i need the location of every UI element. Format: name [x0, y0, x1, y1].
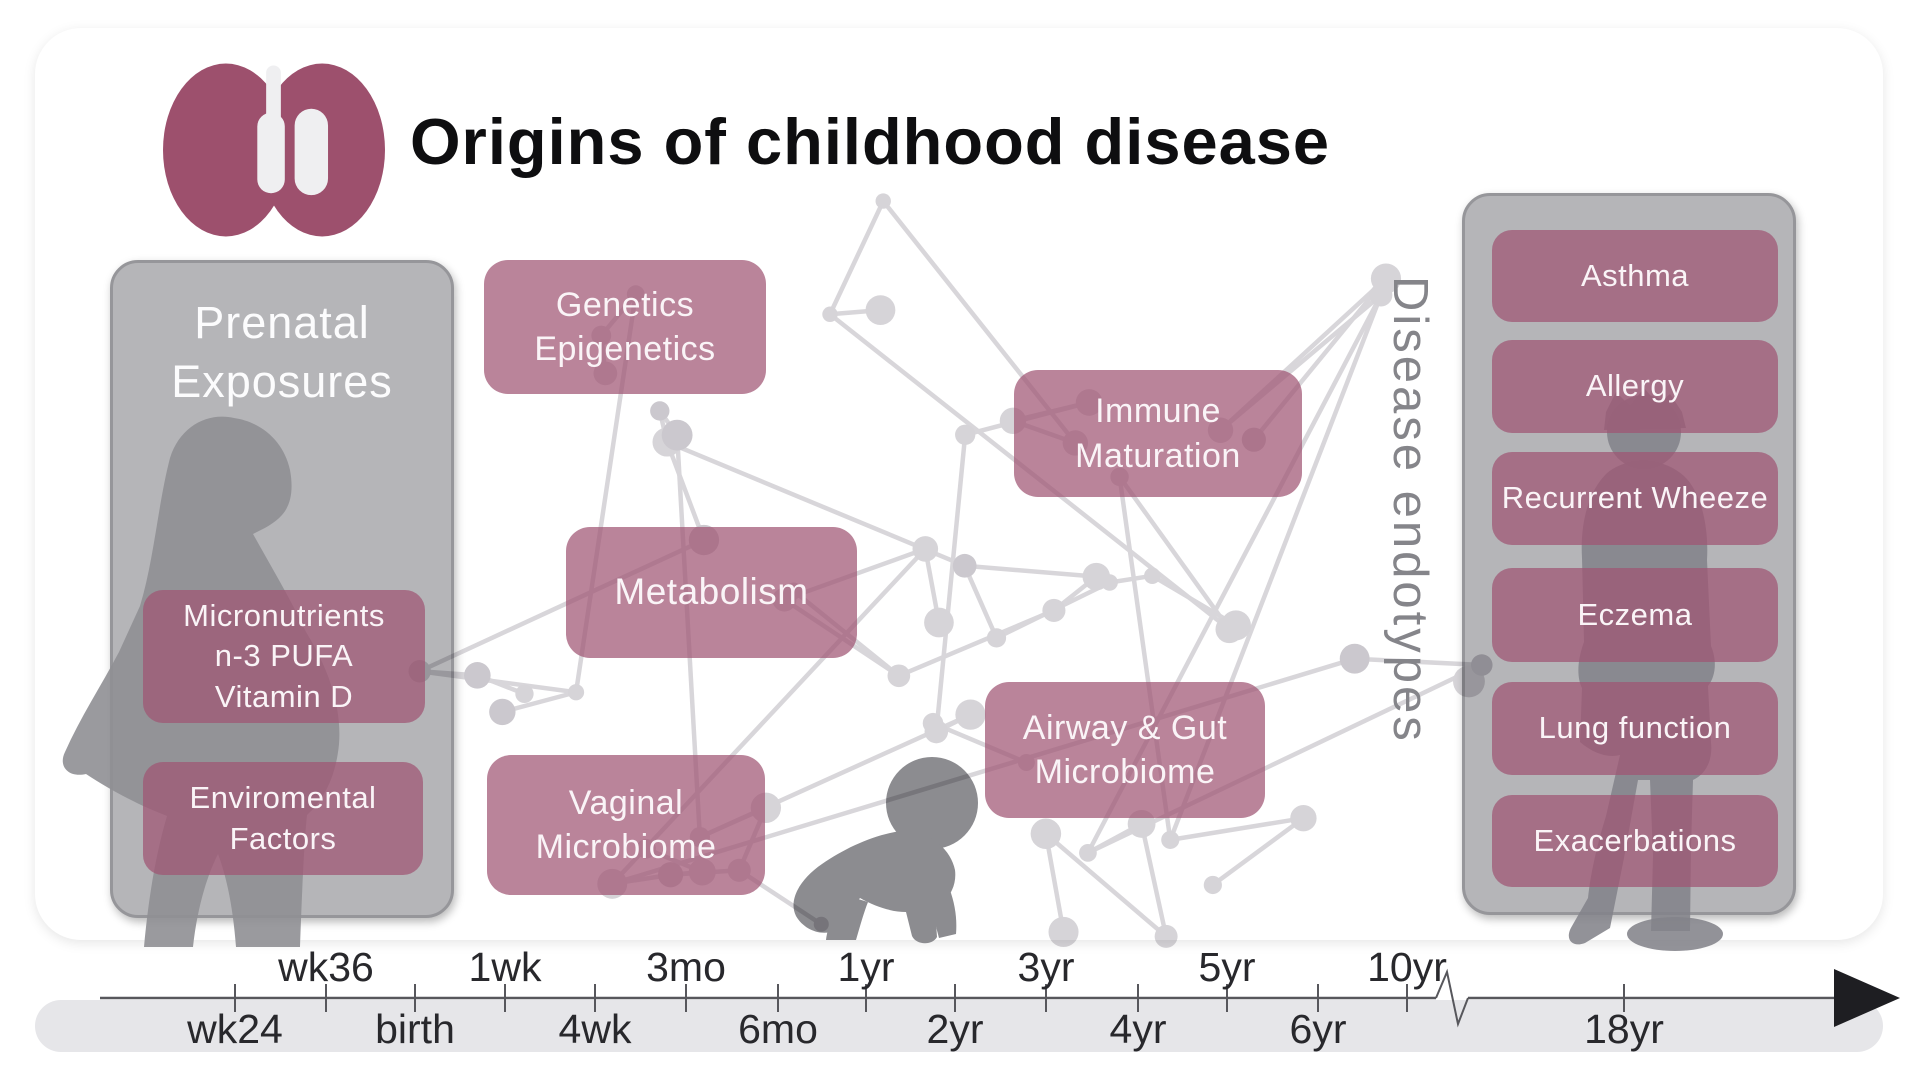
timeline-label: 6yr	[1289, 1006, 1347, 1052]
factor-box-metabolism: Metabolism	[566, 527, 857, 658]
box-line: Allergy	[1585, 368, 1685, 404]
factor-box-airway-gut-microbiome: Airway & Gut Microbiome	[985, 682, 1265, 818]
timeline-label: 6mo	[738, 1006, 818, 1052]
box-line: Microbiome	[1034, 753, 1216, 791]
factor-box-vaginal-microbiome: Vaginal Microbiome	[487, 755, 765, 895]
box-line: Asthma	[1580, 257, 1690, 293]
box-line: Metabolism	[614, 571, 809, 613]
box-line: Enviromental	[189, 780, 377, 816]
factor-box-enviromental-factors: Enviromental Factors	[143, 762, 423, 875]
factor-box-genetics-epigenetics: Genetics Epigenetics	[484, 260, 766, 394]
disease-endotypes-axis-label: Disease endotypes	[1383, 276, 1437, 744]
endotype-box-eczema: Eczema	[1492, 568, 1778, 662]
timeline-label: 1yr	[837, 944, 895, 990]
timeline-label: 2yr	[926, 1006, 984, 1052]
timeline-label: 18yr	[1584, 1006, 1664, 1052]
box-line: Maturation	[1075, 436, 1241, 475]
box-line: Genetics	[555, 285, 695, 324]
box-line: Micronutrients	[183, 598, 385, 634]
timeline-label: 3yr	[1017, 944, 1075, 990]
box-line: Immune	[1095, 392, 1221, 431]
box-line: Epigenetics	[534, 330, 716, 368]
factor-box-immune-maturation: Immune Maturation	[1014, 370, 1302, 497]
timeline-label: wk36	[278, 944, 374, 990]
timeline-label: 5yr	[1198, 944, 1256, 990]
box-line: Factors	[229, 820, 337, 856]
endotype-box-lung-function: Lung function	[1492, 682, 1778, 775]
box-line: Exacerbations	[1533, 822, 1737, 858]
box-line: n-3 PUFA	[214, 638, 354, 674]
box-line: Recurrent Wheeze	[1501, 480, 1769, 516]
factor-box-micronutrients: Micronutrients n-3 PUFA Vitamin D	[143, 590, 425, 723]
timeline-label: 4yr	[1109, 1006, 1167, 1052]
timeline-label: 3mo	[646, 944, 726, 990]
box-line: Lung function	[1538, 710, 1732, 746]
box-line: Vaginal	[568, 783, 684, 822]
prenatal-panel-title: Prenatal Exposures	[171, 297, 393, 408]
endotype-box-asthma: Asthma	[1492, 230, 1778, 322]
box-line: Vitamin D	[214, 678, 354, 714]
box-line: Airway & Gut	[1022, 708, 1228, 747]
timeline-label: 10yr	[1367, 944, 1447, 990]
timeline-label: birth	[375, 1006, 455, 1052]
page-title: Origins of childhood disease	[410, 105, 1331, 178]
box-line: Eczema	[1577, 596, 1693, 632]
timeline-label: wk24	[187, 1006, 283, 1052]
endotype-box-exacerbations: Exacerbations	[1492, 795, 1778, 887]
timeline-label: 1wk	[468, 944, 542, 990]
box-line: Microbiome	[535, 828, 717, 866]
endotype-box-allergy: Allergy	[1492, 340, 1778, 433]
timeline-label: 4wk	[558, 1006, 632, 1052]
timeline-band	[35, 1000, 1883, 1052]
endotype-box-recurrent-wheeze: Recurrent Wheeze	[1492, 452, 1778, 545]
